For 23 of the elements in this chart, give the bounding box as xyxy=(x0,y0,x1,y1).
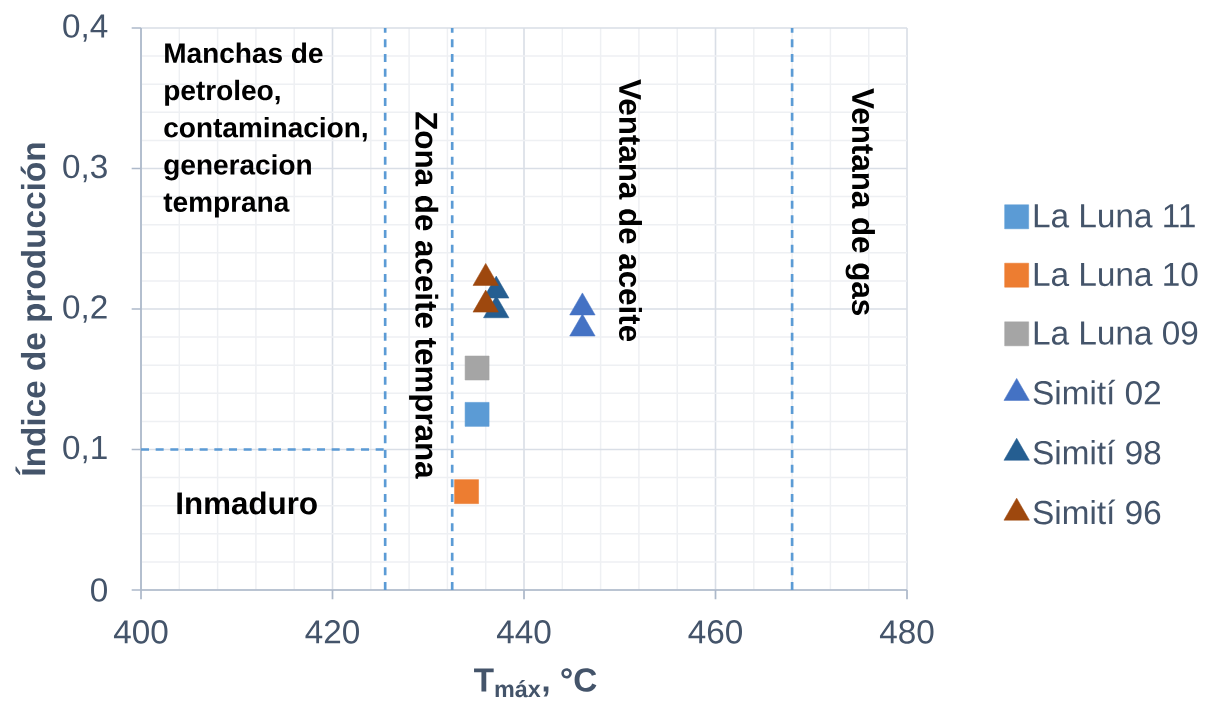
annotation: Ventana de gas xyxy=(845,88,875,315)
annotation: Ventana de aceite xyxy=(618,79,642,342)
legend-label: Simití 02 xyxy=(1033,379,1160,405)
legend-label: La Luna 10 xyxy=(1034,262,1198,287)
x-tick-label: 480 xyxy=(879,620,934,644)
y-tick-label: 0,4 xyxy=(63,14,108,42)
x-tick-label: 420 xyxy=(305,620,359,644)
x-tick-label: 400 xyxy=(113,620,168,644)
legend-label: Simití 98 xyxy=(1033,439,1161,465)
x-tick-label: 460 xyxy=(688,620,742,644)
y-tick-label: 0 xyxy=(91,578,107,602)
y-tick-label: 0,2 xyxy=(63,295,107,323)
legend-label: La Luna 11 xyxy=(1034,204,1195,228)
x-tick-label: 440 xyxy=(496,620,551,644)
y-axis-title: Índice de producción xyxy=(15,143,52,475)
y-tick-label: 0,3 xyxy=(63,154,107,183)
annotation: Inmaduro xyxy=(177,491,317,515)
annotation: Manchas de petroleo, contaminacion, generacion temprana xyxy=(163,42,367,218)
y-tick-label: 0,1 xyxy=(63,435,107,464)
legend-label: Simití 96 xyxy=(1033,499,1161,525)
annotation: Zona de aceite temprana xyxy=(409,112,439,479)
legend-label: La Luna 09 xyxy=(1034,321,1198,345)
x-axis-title: T$_{máx}$, °C xyxy=(474,668,597,698)
